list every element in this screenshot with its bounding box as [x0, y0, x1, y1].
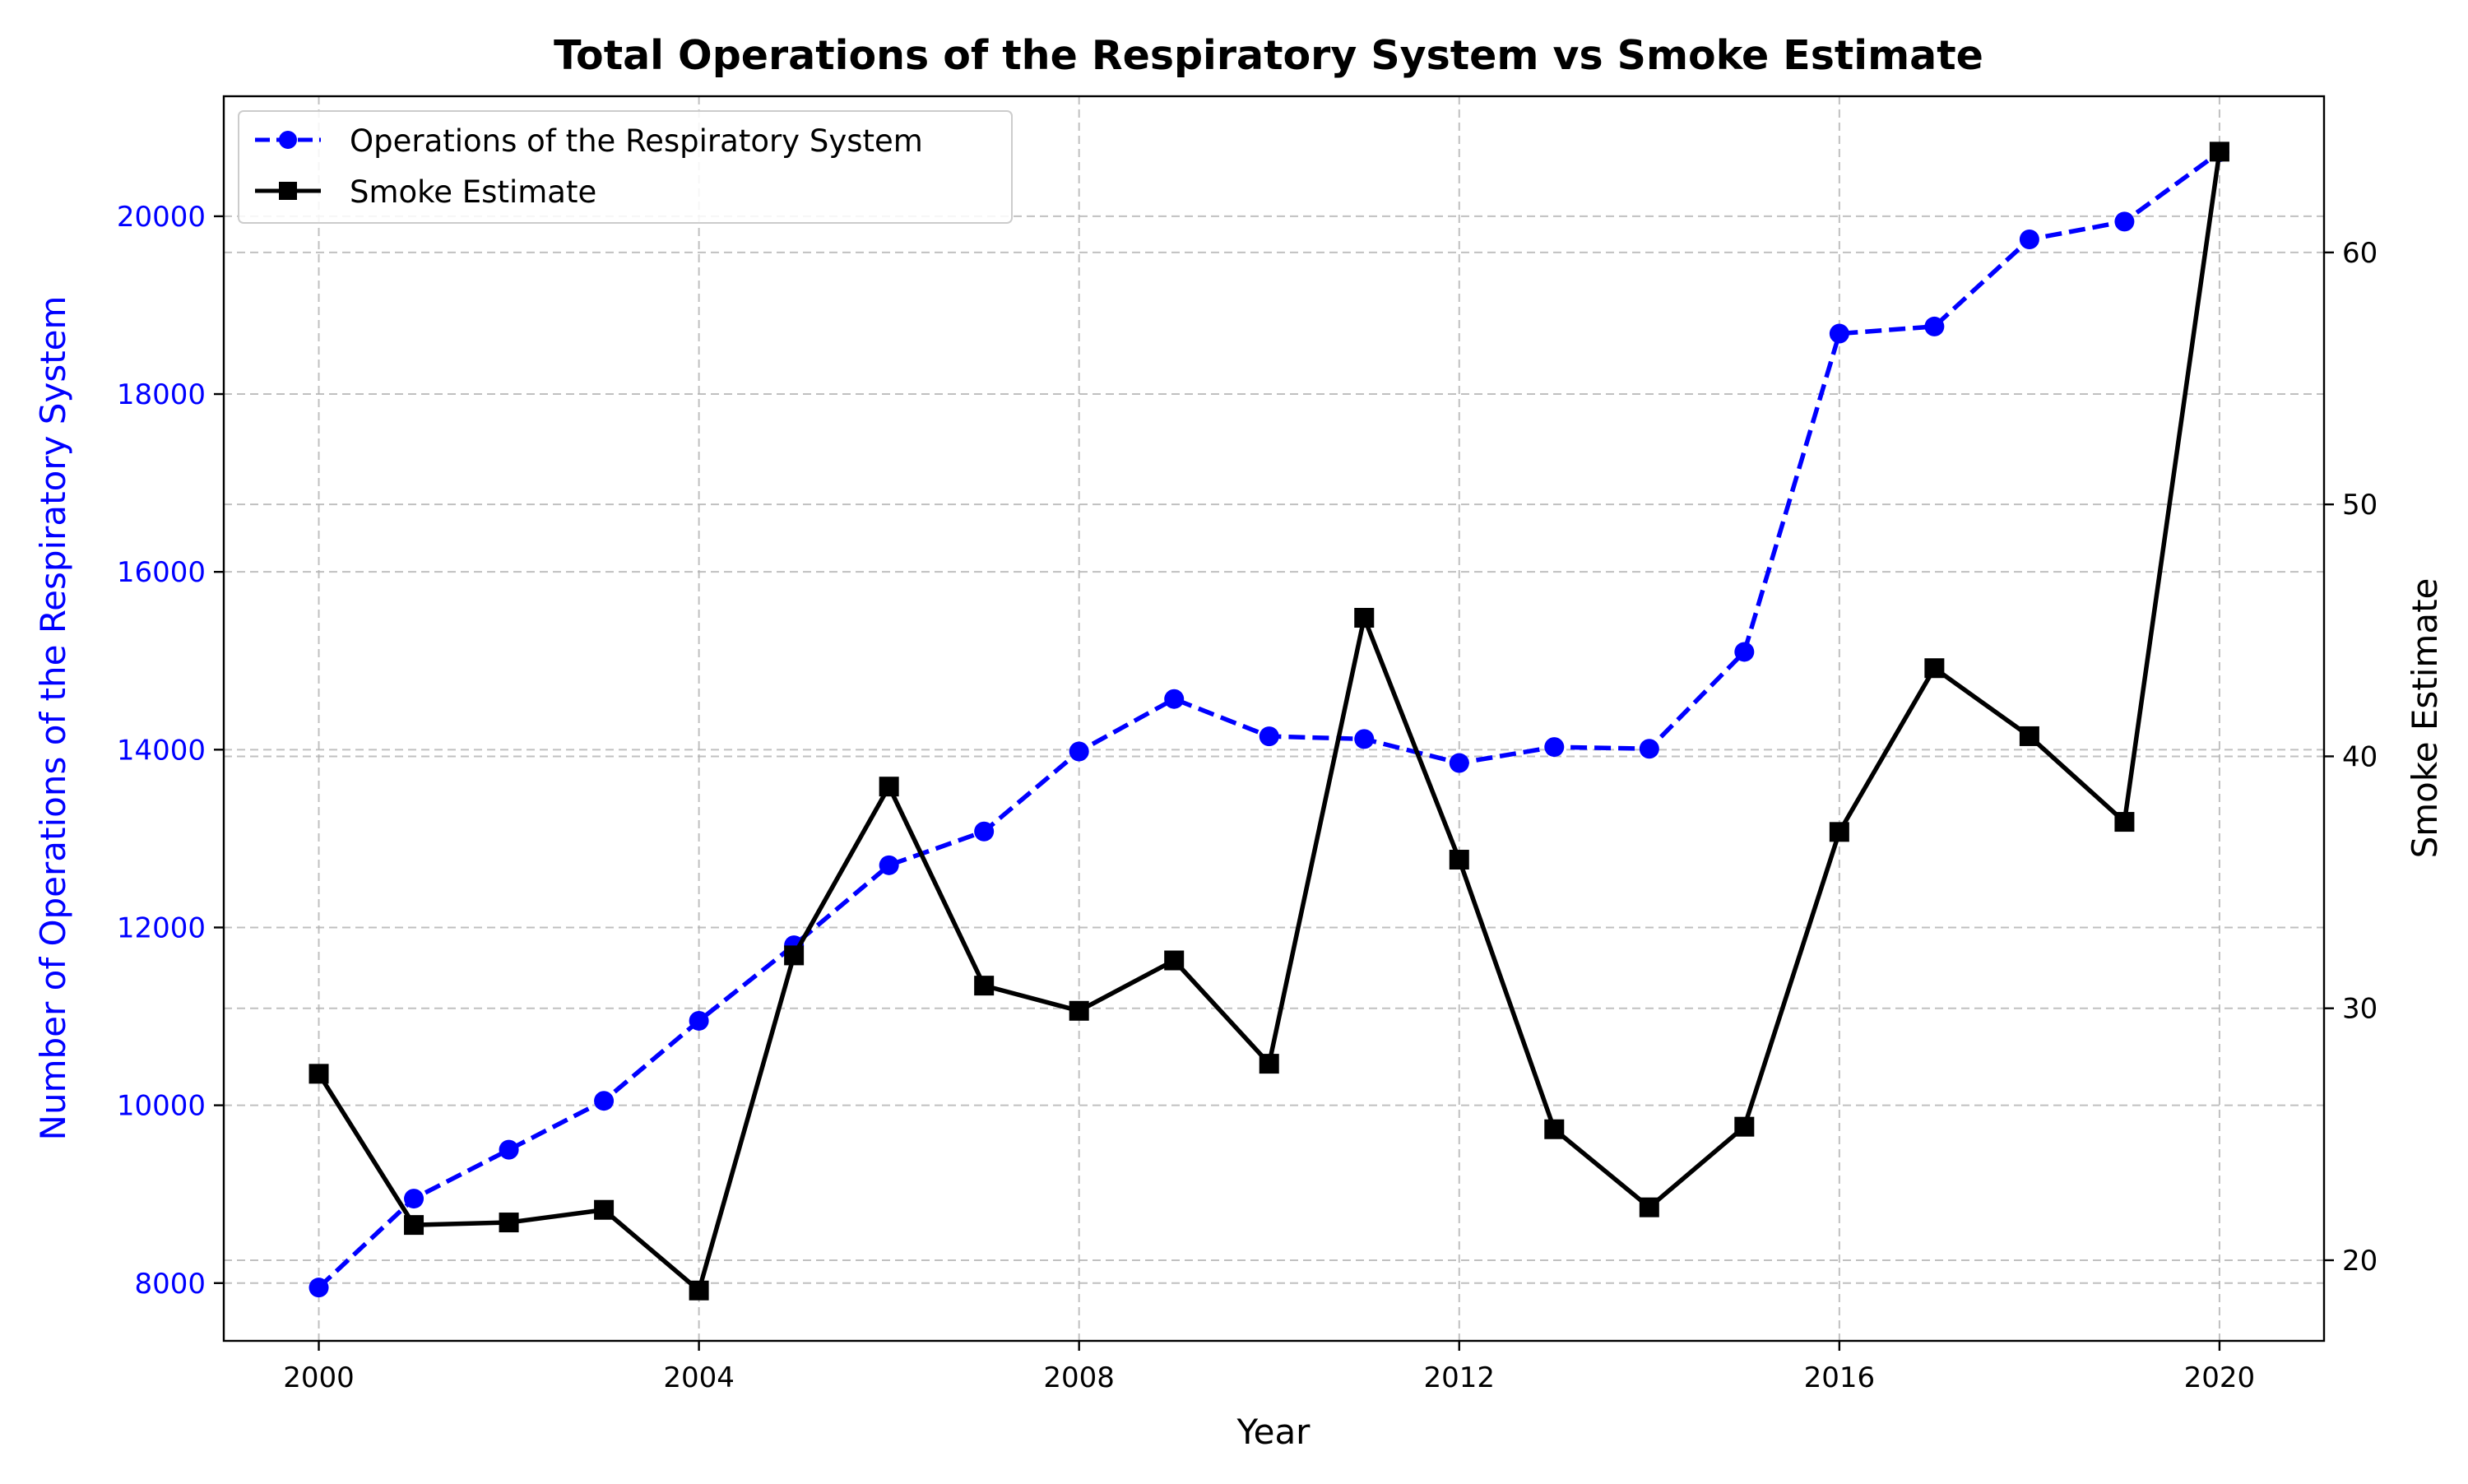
data-point-square: [784, 945, 805, 966]
x-tick-label: 2016: [1804, 1361, 1876, 1394]
data-point-square: [1069, 1000, 1089, 1021]
right-y-axis-ticks: 20 30 40 50 60: [2324, 237, 2378, 1278]
right-y-tick-label: 60: [2342, 237, 2378, 270]
data-point-circle: [499, 1139, 519, 1160]
data-point-square: [1829, 822, 1849, 842]
left-y-tick-label: 14000: [117, 734, 206, 767]
x-tick-label: 2008: [1043, 1361, 1115, 1394]
series-layer: [308, 141, 2229, 1301]
data-point-square: [1164, 950, 1185, 971]
data-point-square: [594, 1199, 615, 1220]
chart-title: Total Operations of the Respiratory Syst…: [554, 32, 1983, 79]
left-y-tick-label: 12000: [117, 911, 206, 944]
data-point-square: [1259, 1054, 1279, 1074]
data-point-square: [1639, 1197, 1659, 1217]
legend-marker-operations: [279, 131, 297, 149]
data-point-circle: [1449, 753, 1469, 773]
left-y-tick-label: 16000: [117, 556, 206, 589]
data-point-circle: [1544, 737, 1565, 758]
data-point-square: [2209, 141, 2229, 162]
data-point-circle: [879, 855, 899, 875]
data-point-square: [1544, 1119, 1565, 1139]
data-point-square: [2019, 726, 2039, 746]
x-axis-label: Year: [1236, 1412, 1311, 1452]
legend-marker-smoke: [279, 182, 297, 200]
legend: Operations of the Respiratory System Smo…: [238, 110, 1013, 224]
left-y-tick-label: 20000: [117, 201, 206, 234]
data-point-square: [404, 1215, 424, 1236]
left-y-axis-label: Number of Operations of the Respiratory …: [33, 296, 73, 1141]
left-y-tick-label: 18000: [117, 378, 206, 411]
data-point-circle: [1069, 741, 1089, 762]
legend-label-smoke: Smoke Estimate: [350, 174, 596, 210]
data-point-circle: [689, 1010, 709, 1031]
data-point-circle: [1639, 739, 1659, 759]
data-point-circle: [2019, 229, 2039, 249]
left-y-tick-label: 8000: [134, 1268, 206, 1301]
data-point-circle: [974, 821, 995, 842]
data-point-circle: [1829, 323, 1849, 344]
data-point-square: [308, 1064, 329, 1084]
left-y-tick-label: 10000: [117, 1090, 206, 1123]
data-point-circle: [1259, 726, 1279, 747]
data-point-circle: [1734, 642, 1755, 662]
data-point-square: [1449, 850, 1469, 870]
data-point-square: [1924, 658, 1945, 679]
x-tick-label: 2000: [283, 1361, 355, 1394]
data-point-square: [1354, 607, 1375, 628]
x-tick-label: 2004: [663, 1361, 735, 1394]
legend-label-operations: Operations of the Respiratory System: [350, 123, 923, 159]
right-y-axis-label: Smoke Estimate: [2405, 578, 2445, 859]
left-y-axis-ticks: 8000 10000 12000 14000 16000 18000 20000: [117, 201, 224, 1301]
data-point-square: [1734, 1116, 1755, 1137]
data-point-circle: [404, 1189, 424, 1209]
right-y-tick-label: 30: [2342, 993, 2378, 1026]
data-point-square: [879, 777, 899, 797]
x-tick-label: 2020: [2184, 1361, 2256, 1394]
data-point-square: [499, 1213, 519, 1233]
data-point-circle: [308, 1278, 329, 1298]
right-y-tick-label: 40: [2342, 740, 2378, 773]
data-point-circle: [594, 1091, 615, 1111]
data-point-circle: [1924, 316, 1945, 336]
data-point-square: [2114, 812, 2135, 832]
grid-lines: [224, 96, 2324, 1341]
legend-frame: [238, 110, 1013, 224]
plot-area-frame: [222, 95, 2326, 1343]
data-point-circle: [2114, 211, 2135, 232]
right-y-tick-label: 50: [2342, 489, 2378, 522]
data-point-square: [689, 1280, 709, 1301]
data-point-circle: [1164, 689, 1185, 709]
x-axis-ticks: 2000 2004 2008 2012 2016 2020: [283, 1341, 2255, 1394]
right-y-tick-label: 20: [2342, 1245, 2378, 1278]
data-point-circle: [1354, 729, 1375, 749]
x-tick-label: 2012: [1423, 1361, 1495, 1394]
data-point-square: [974, 976, 995, 996]
